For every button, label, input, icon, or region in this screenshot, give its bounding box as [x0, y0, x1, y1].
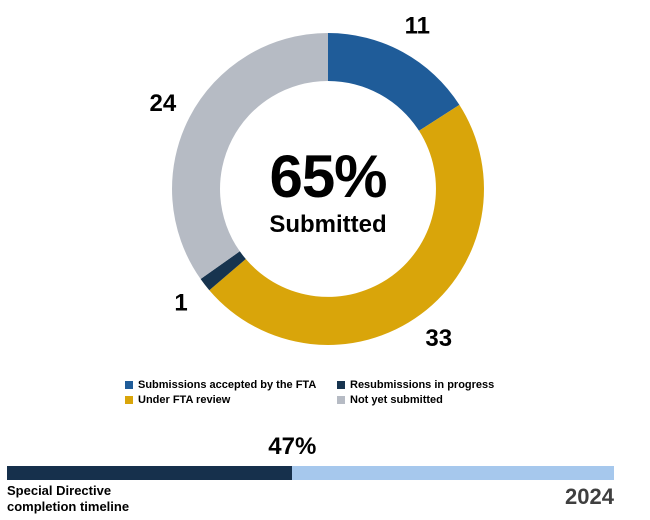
segment-value-label-resubmissions-in-progress: 1: [174, 290, 187, 317]
legend-label: Under FTA review: [138, 394, 231, 406]
legend-swatch-navy-icon: [337, 381, 345, 389]
segment-value-label-under-fta-review: 33: [425, 325, 452, 352]
legend-item-resubmissions-in-progress: Resubmissions in progress: [337, 378, 494, 392]
timeline-caption-line1: Special Directive: [7, 483, 112, 498]
legend-item-submissions-accepted: Submissions accepted by the FTA: [125, 378, 337, 392]
timeline-caption-line2: completion timeline: [7, 499, 130, 514]
timeline-year-label: 2024: [565, 484, 614, 509]
segment-value-label-submissions-accepted-by-the-fta: 11: [405, 12, 430, 39]
donut-chart: 11 33 1 24: [150, 12, 484, 352]
timeline-caption: Special Directive completion timeline: [7, 483, 129, 515]
donut-center-label: Submitted: [269, 211, 387, 238]
donut-center-value: 65%: [269, 143, 387, 210]
donut-segment-submissions-accepted-by-the-fta: [328, 32, 460, 131]
legend: Submissions accepted by the FTA Resubmis…: [125, 378, 494, 407]
legend-label: Submissions accepted by the FTA: [138, 379, 317, 391]
legend-item-not-yet-submitted: Not yet submitted: [337, 393, 494, 407]
timeline-percent-label: 47%: [268, 433, 317, 460]
legend-swatch-blue-icon: [125, 381, 133, 389]
donut-segment-not-yet-submitted: [172, 33, 328, 279]
timeline-bar-fill: [7, 466, 293, 480]
timeline-bar: [7, 466, 614, 480]
legend-swatch-gray-icon: [337, 396, 345, 404]
legend-label: Resubmissions in progress: [350, 379, 495, 391]
legend-item-under-fta-review: Under FTA review: [125, 393, 337, 407]
legend-swatch-gold-icon: [125, 396, 133, 404]
legend-label: Not yet submitted: [350, 394, 443, 406]
donut-center-text: 65% Submitted: [269, 143, 387, 238]
donut-segment-under-fta-review: [209, 104, 484, 345]
donut-segment-resubmissions-in-progress: [200, 251, 246, 291]
segment-value-label-not-yet-submitted: 24: [150, 90, 177, 117]
